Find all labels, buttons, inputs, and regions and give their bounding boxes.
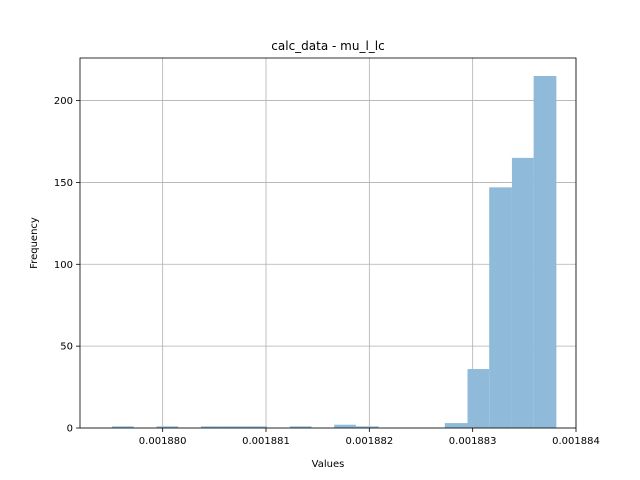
y-tick-label-4: 200 [54, 96, 73, 107]
y-tick-label-3: 150 [54, 178, 73, 189]
histogram-bar-10 [334, 424, 356, 428]
histogram-bar-18 [511, 157, 534, 429]
plot-frame [79, 57, 577, 429]
bars-layer [112, 76, 557, 429]
x-tick-label-4: 0.001884 [552, 436, 600, 447]
histogram-bar-8 [289, 426, 312, 428]
chart-title: calc_data - mu_l_lc [271, 39, 384, 53]
histogram-bar-2 [156, 426, 179, 428]
histogram-bar-4 [200, 426, 223, 428]
histogram-bar-16 [467, 369, 490, 428]
x-tick-label-0: 0.001880 [139, 436, 187, 447]
histogram-bar-0 [112, 426, 134, 428]
histogram-bar-5 [222, 426, 246, 428]
histogram-bar-11 [355, 426, 379, 428]
histogram-bar-15 [444, 423, 468, 428]
y-tick-label-2: 100 [54, 260, 73, 271]
y-axis-label: Frequency [29, 217, 40, 269]
histogram-bar-6 [245, 426, 268, 428]
ticks-layer: 0.001880 0.001881 0.001882 0.001883 0.001884… [54, 96, 600, 447]
x-tick-label-3: 0.001883 [449, 436, 497, 447]
y-tick-label-0: 0 [67, 424, 73, 435]
x-axis-label: Values [312, 459, 345, 470]
histogram-bar-17 [489, 187, 512, 428]
histogram-bar-19 [533, 76, 557, 428]
x-tick-label-2: 0.001882 [345, 436, 393, 447]
x-tick-label-1: 0.001881 [242, 436, 290, 447]
y-tick-label-1: 50 [60, 342, 73, 353]
